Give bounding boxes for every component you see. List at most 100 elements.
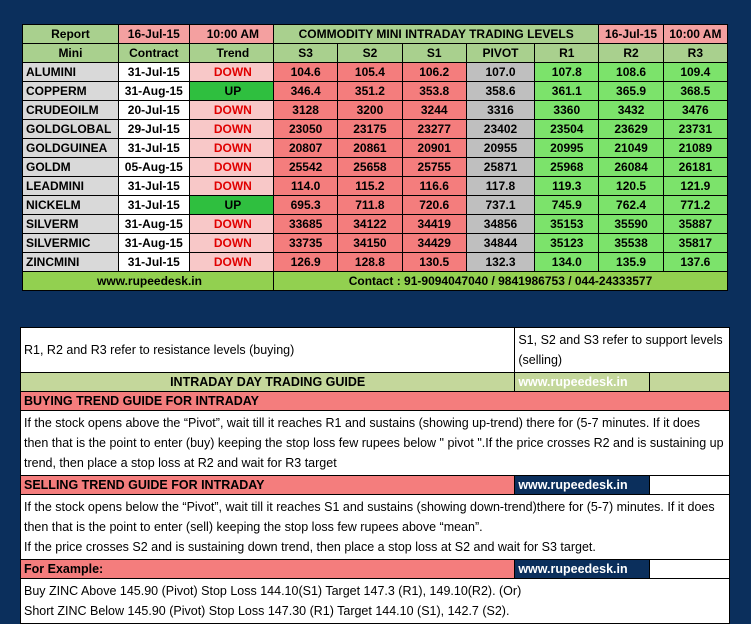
support-note: S1, S2 and S3 refer to support levels (s… xyxy=(514,327,730,373)
level-r1: 35153 xyxy=(534,214,600,234)
col-s3: S3 xyxy=(272,43,339,63)
trend-badge: DOWN xyxy=(188,119,278,139)
table-row: 346.4 351.2 353.8 358.6 361.1 365.9 368.5 xyxy=(272,81,729,101)
level-pivot: 34856 xyxy=(465,214,536,234)
level-s1: 3244 xyxy=(401,100,467,120)
commodity-name: CRUDEOILM xyxy=(22,100,119,120)
level-r1: 23504 xyxy=(534,119,600,139)
level-r3: 368.5 xyxy=(662,81,729,101)
commodity-name: ALUMINI xyxy=(22,62,119,82)
col-contract: Contract xyxy=(117,43,190,63)
level-s1: 23277 xyxy=(401,119,467,139)
example-site-link[interactable]: www.rupeedesk.in xyxy=(514,559,651,579)
table-row: NICKELM 31-Jul-15 UP xyxy=(22,195,278,215)
level-s3: 33685 xyxy=(272,214,339,234)
example-title: For Example: xyxy=(19,559,516,579)
level-r3: 137.6 xyxy=(662,252,729,272)
table-row: 33735 34150 34429 34844 35123 35538 35817 xyxy=(272,233,729,253)
level-r2: 120.5 xyxy=(598,176,664,196)
level-s3: 33735 xyxy=(272,233,339,253)
report-time: 10:00 AM xyxy=(188,24,278,44)
example-spacer xyxy=(649,559,730,579)
selling-site-link[interactable]: www.rupeedesk.in xyxy=(514,475,651,495)
buying-text: If the stock opens above the “Pivot”, wa… xyxy=(20,410,730,476)
level-r1: 134.0 xyxy=(534,252,600,272)
level-s3: 20807 xyxy=(272,138,339,158)
level-r1: 20995 xyxy=(534,138,600,158)
level-s2: 3200 xyxy=(337,100,403,120)
table-row: 126.9 128.8 130.5 132.3 134.0 135.9 137.6 xyxy=(272,252,729,272)
col-r1: R1 xyxy=(534,43,600,63)
level-r3: 26181 xyxy=(662,157,729,177)
commodity-name: GOLDM xyxy=(22,157,119,177)
table-row: LEADMINI 31-Jul-15 DOWN xyxy=(22,176,278,196)
level-r1: 35123 xyxy=(534,233,600,253)
contract-date: 31-Jul-15 xyxy=(117,195,190,215)
table-row: COPPERM 31-Aug-15 UP xyxy=(22,81,278,101)
table-row: 695.3 711.8 720.6 737.1 745.9 762.4 771.2 xyxy=(272,195,729,215)
trend-badge: UP xyxy=(188,195,278,215)
example-short: Short ZINC Below 145.90 (Pivot) Stop Los… xyxy=(24,604,510,618)
level-r2: 135.9 xyxy=(598,252,664,272)
commodity-name: SILVERMIC xyxy=(22,233,119,253)
col-s1: S1 xyxy=(401,43,467,63)
level-r3: 771.2 xyxy=(662,195,729,215)
levels-date: 16-Jul-15 xyxy=(598,24,664,44)
level-r1: 25968 xyxy=(534,157,600,177)
level-s1: 720.6 xyxy=(401,195,467,215)
contract-date: 29-Jul-15 xyxy=(117,119,190,139)
table-row: SILVERMIC 31-Aug-15 DOWN xyxy=(22,233,278,253)
selling-text-1: If the stock opens below the “Pivot”, wa… xyxy=(24,500,715,534)
col-pivot: PIVOT xyxy=(465,43,536,63)
trend-badge: DOWN xyxy=(188,176,278,196)
level-s1: 25755 xyxy=(401,157,467,177)
selling-text-2: If the price crosses S2 and is sustainin… xyxy=(24,540,596,554)
contracts-table: Report 16-Jul-15 10:00 AM Mini Contract … xyxy=(22,24,278,291)
level-s2: 34122 xyxy=(337,214,403,234)
level-s2: 351.2 xyxy=(337,81,403,101)
level-pivot: 737.1 xyxy=(465,195,536,215)
level-s2: 115.2 xyxy=(337,176,403,196)
level-s2: 711.8 xyxy=(337,195,403,215)
level-r3: 3476 xyxy=(662,100,729,120)
level-pivot: 117.8 xyxy=(465,176,536,196)
level-r1: 361.1 xyxy=(534,81,600,101)
commodity-name: GOLDGUINEA xyxy=(22,138,119,158)
buying-title: BUYING TREND GUIDE FOR INTRADAY xyxy=(20,391,730,411)
level-s1: 34429 xyxy=(401,233,467,253)
level-s2: 105.4 xyxy=(337,62,403,82)
level-s1: 116.6 xyxy=(401,176,467,196)
table-row: ZINCMINI 31-Jul-15 DOWN xyxy=(22,252,278,272)
level-r2: 3432 xyxy=(598,100,664,120)
level-s1: 34419 xyxy=(401,214,467,234)
commodity-name: LEADMINI xyxy=(22,176,119,196)
commodity-name: SILVERM xyxy=(22,214,119,234)
example-buy: Buy ZINC Above 145.90 (Pivot) Stop Loss … xyxy=(24,584,522,598)
level-r3: 21089 xyxy=(662,138,729,158)
table-row: 3128 3200 3244 3316 3360 3432 3476 xyxy=(272,100,729,120)
guide-site-link[interactable]: www.rupeedesk.in xyxy=(514,372,651,392)
contract-date: 05-Aug-15 xyxy=(117,157,190,177)
commodity-name: GOLDGLOBAL xyxy=(22,119,119,139)
col-r2: R2 xyxy=(598,43,664,63)
site-link[interactable]: www.rupeedesk.in xyxy=(22,271,277,291)
table-row: GOLDGLOBAL 29-Jul-15 DOWN xyxy=(22,119,278,139)
level-pivot: 20955 xyxy=(465,138,536,158)
level-s3: 695.3 xyxy=(272,195,339,215)
contract-date: 20-Jul-15 xyxy=(117,100,190,120)
commodity-name: NICKELM xyxy=(22,195,119,215)
table-row: ALUMINI 31-Jul-15 DOWN xyxy=(22,62,278,82)
col-r3: R3 xyxy=(662,43,729,63)
contract-date: 31-Jul-15 xyxy=(117,252,190,272)
contract-date: 31-Jul-15 xyxy=(117,62,190,82)
levels-time: 10:00 AM xyxy=(662,24,729,44)
level-pivot: 107.0 xyxy=(465,62,536,82)
trend-badge: DOWN xyxy=(188,62,278,82)
level-s2: 23175 xyxy=(337,119,403,139)
level-r2: 21049 xyxy=(598,138,664,158)
trend-badge: UP xyxy=(188,81,278,101)
level-s2: 128.8 xyxy=(337,252,403,272)
level-s3: 114.0 xyxy=(272,176,339,196)
report-label: Report xyxy=(22,24,119,44)
level-s3: 104.6 xyxy=(272,62,339,82)
